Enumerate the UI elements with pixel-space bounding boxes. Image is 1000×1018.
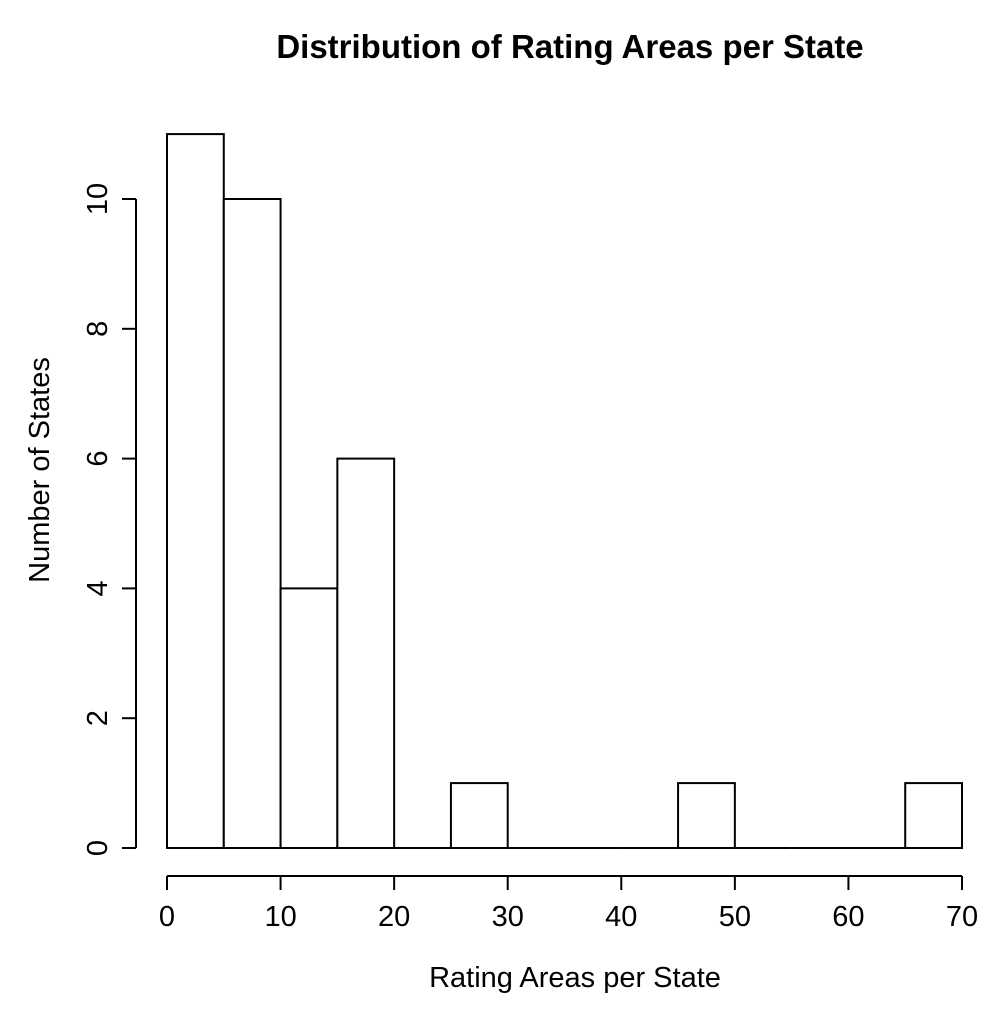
y-tick-label-8: 8 xyxy=(82,321,114,337)
x-tick-label-10: 10 xyxy=(264,901,296,933)
x-tick-label-0: 0 xyxy=(159,901,175,933)
y-tick-label-10: 10 xyxy=(82,183,114,215)
histogram-bar-25-30 xyxy=(449,782,509,849)
histogram-bar-10-15 xyxy=(279,587,339,850)
x-axis-label: Rating Areas per State xyxy=(429,962,721,994)
histogram-bar-15-20 xyxy=(336,457,396,849)
bars-group xyxy=(166,133,964,850)
x-tick-label-50: 50 xyxy=(719,901,751,933)
histogram-bar-5-10 xyxy=(222,198,282,849)
histogram-bar-65-70 xyxy=(904,782,964,849)
y-tick-label-6: 6 xyxy=(82,451,114,467)
x-tick-label-40: 40 xyxy=(605,901,637,933)
x-tick-label-30: 30 xyxy=(492,901,524,933)
x-tick-label-70: 70 xyxy=(946,901,978,933)
x-tick-label-60: 60 xyxy=(832,901,864,933)
y-axis: 0 2 4 6 8 10 xyxy=(82,183,137,856)
y-tick-label-4: 4 xyxy=(82,580,114,596)
chart-title: Distribution of Rating Areas per State xyxy=(276,28,863,65)
y-tick-label-2: 2 xyxy=(82,710,114,726)
histogram-bar-45-50 xyxy=(677,782,736,849)
y-tick-label-0: 0 xyxy=(82,840,114,856)
histogram-bar-0-5 xyxy=(166,133,225,850)
y-axis-label: Number of States xyxy=(24,357,56,583)
x-axis: 0 10 20 30 40 50 60 70 xyxy=(159,875,978,933)
x-tick-label-20: 20 xyxy=(378,901,410,933)
